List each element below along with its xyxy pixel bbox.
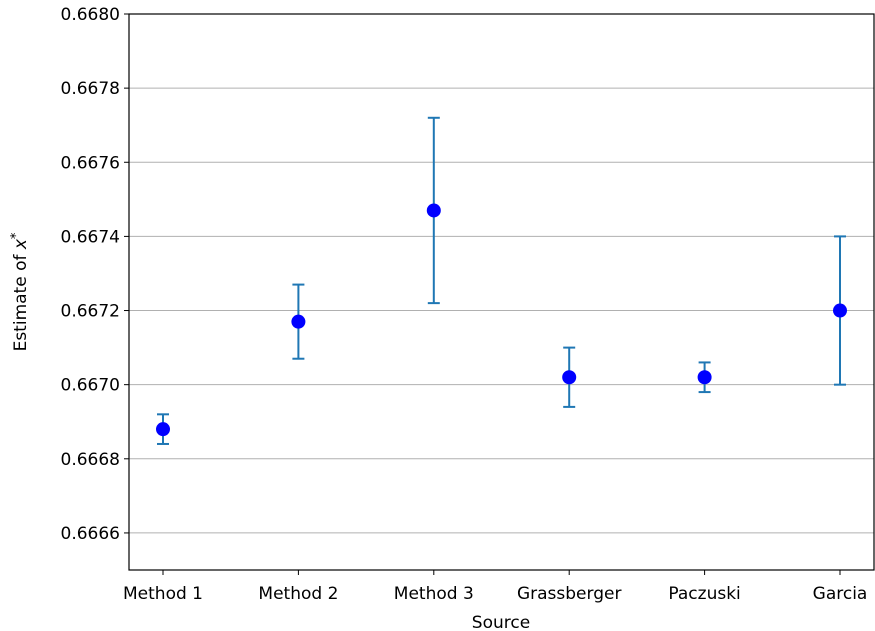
error-bars [157,118,846,444]
grid-lines [129,14,874,533]
y-tick-label: 0.6666 [61,524,120,544]
y-ticks: 0.6666 0.6668 0.6670 0.6672 0.6674 0.6676 0.66… [61,5,129,544]
y-tick-label: 0.6678 [61,79,120,99]
x-tick-label: Method 2 [258,584,338,604]
x-tick-label: Paczuski [668,584,740,604]
data-point [562,370,576,384]
y-tick-label: 0.6676 [61,153,120,173]
y-tick-label: 0.6672 [61,302,120,322]
data-points [156,203,847,436]
y-tick-label: 0.6668 [61,450,120,470]
x-tick-label: Grassberger [517,584,621,604]
y-tick-label: 0.6674 [61,227,120,247]
x-tick-label: Garcia [813,584,868,604]
data-point [156,422,170,436]
y-axis-label: Estimate of x* [9,232,31,351]
y-tick-label: 0.6680 [61,5,120,25]
plot-frame [129,14,874,570]
data-point [291,315,305,329]
data-point [833,304,847,318]
x-axis-label: Source [472,613,530,631]
y-axis-label-superscript: * [9,232,24,239]
x-tick-label: Method 1 [123,584,203,604]
data-point [427,203,441,217]
x-ticks: Method 1 Method 2 Method 3 Grassberger Paczu… [123,570,867,604]
y-tick-label: 0.6670 [61,376,120,396]
data-point [698,370,712,384]
x-tick-label: Method 3 [394,584,474,604]
